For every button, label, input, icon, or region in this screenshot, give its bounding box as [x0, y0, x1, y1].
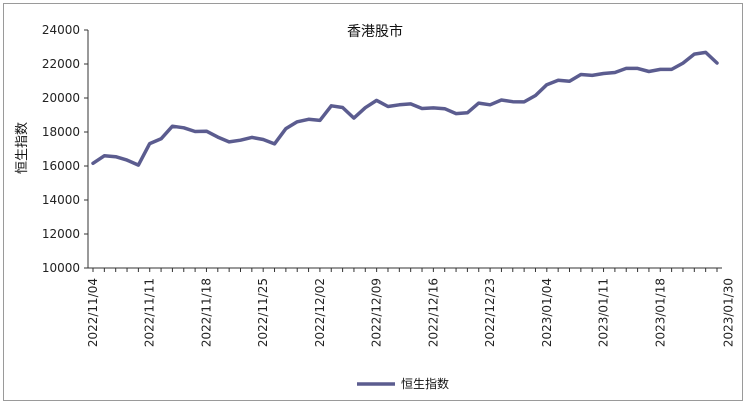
legend-label: 恒生指数: [401, 376, 449, 391]
y-tick-label: 14000: [42, 193, 80, 207]
x-tick-label: 2023/01/04: [540, 278, 554, 347]
x-tick-label: 2023/01/30: [721, 278, 735, 347]
chart-title: 香港股市: [347, 23, 403, 40]
x-tick-label: 2022/12/09: [370, 278, 384, 347]
plot-area: [91, 50, 719, 167]
y-tick-label: 16000: [42, 159, 80, 173]
y-tick-label: 24000: [42, 23, 80, 37]
y-tick-label: 18000: [42, 125, 80, 139]
x-tick-label: 2022/12/16: [426, 278, 440, 347]
x-tick-label: 2023/01/11: [597, 278, 611, 347]
x-tick-label: 2022/11/11: [143, 278, 157, 347]
x-tick-label: 2022/12/02: [313, 278, 327, 347]
series-line: [91, 50, 719, 167]
legend: 恒生指数: [357, 376, 449, 391]
y-tick-label: 20000: [42, 91, 80, 105]
x-tick-label: 2022/12/23: [483, 278, 497, 347]
y-axis: 10000 12000 14000 16000 18000 20000 22000 24000: [42, 23, 89, 275]
x-tick-label: 2022/11/25: [256, 278, 270, 347]
y-axis-label: 恒生指数: [15, 122, 30, 174]
x-axis: 2022/11/04 2022/11/11 2022/11/18 2022/11/25…: [86, 267, 735, 347]
x-tick-label: 2022/11/04: [86, 278, 100, 347]
x-tick-label: 2022/11/18: [199, 278, 213, 347]
x-tick-label: 2023/01/18: [653, 278, 667, 347]
y-tick-label: 12000: [42, 227, 80, 241]
y-tick-label: 22000: [42, 57, 80, 71]
y-tick-label: 10000: [42, 261, 80, 275]
